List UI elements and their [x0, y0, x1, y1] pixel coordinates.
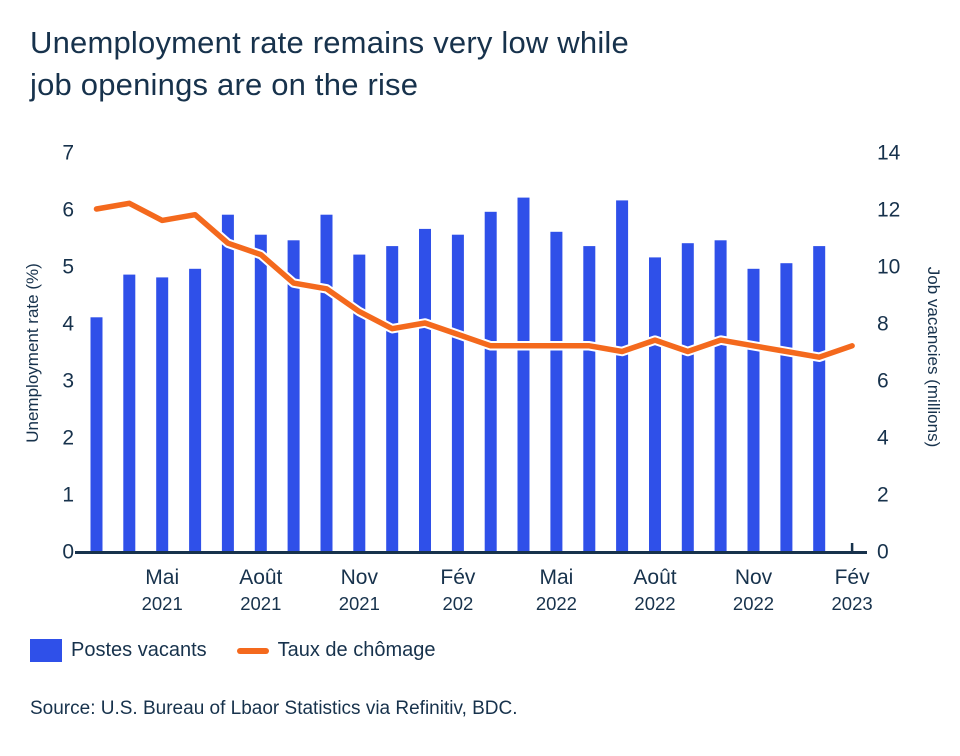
- bar: [189, 268, 202, 551]
- bar: [90, 317, 103, 551]
- right-axis-tick-label: 0: [877, 541, 889, 564]
- bar: [550, 231, 563, 552]
- x-tick-month-label: Mai: [539, 566, 573, 589]
- line-series-swatch-icon: [236, 647, 269, 654]
- bar: [780, 263, 793, 551]
- bar: [681, 243, 694, 551]
- right-axis-ticks: 0 2 4 6 8 10 12 14: [877, 142, 901, 564]
- bar: [484, 211, 497, 552]
- left-axis-tick-label: 4: [62, 313, 74, 336]
- x-axis-ticks: Mai 2021 Août 2021 Nov 2021 Fév 202 Mai 2022 Août 2…: [142, 566, 873, 614]
- combo-chart: 0123456702468101214Mai2021Août2021Nov202…: [23, 142, 943, 615]
- bar-series-swatch-icon: [30, 639, 62, 662]
- right-axis-tick-label: 6: [877, 370, 889, 393]
- x-tick-year-label: 2022: [634, 593, 675, 614]
- legend-item-taux-de-chomage: Taux de chômage: [236, 639, 436, 662]
- x-tick-year-label: 2021: [240, 593, 281, 614]
- x-tick-month-label: Août: [633, 566, 676, 589]
- x-tick-year-label: 2021: [142, 593, 183, 614]
- x-tick-month-label: Mai: [145, 566, 179, 589]
- bar: [616, 200, 629, 551]
- left-axis-ticks: 0 1 2 3 4 5 6 7: [62, 142, 74, 564]
- x-tick-month-label: Fév: [440, 566, 476, 589]
- chart-legend: Postes vacants Taux de chômage: [30, 639, 436, 662]
- bar: [156, 277, 169, 551]
- left-axis-tick-label: 1: [62, 484, 74, 507]
- chart-title: Unemployment rate remains very low while…: [30, 22, 629, 106]
- legend-label-postes-vacants: Postes vacants: [71, 639, 207, 661]
- bar: [813, 246, 826, 551]
- x-tick-year-label: 2022: [733, 593, 774, 614]
- legend-label-taux-de-chomage: Taux de chômage: [277, 639, 436, 661]
- bar: [254, 234, 267, 551]
- left-axis-tick-label: 3: [62, 370, 74, 393]
- line-series: [93, 200, 855, 360]
- bar: [583, 246, 596, 551]
- x-tick-month-label: Août: [239, 566, 282, 589]
- bar: [747, 268, 760, 551]
- right-axis-tick-label: 10: [877, 256, 900, 279]
- bar-series: [90, 197, 826, 552]
- right-axis-tick-label: 2: [877, 484, 889, 507]
- left-axis-tick-label: 2: [62, 427, 74, 450]
- right-axis-tick-label: 14: [877, 142, 901, 165]
- right-axis-tick-label: 12: [877, 199, 900, 222]
- left-axis-title: Unemployment rate (%): [23, 263, 42, 443]
- x-tick-year-label: 202: [442, 593, 473, 614]
- right-axis-tick-label: 4: [877, 427, 889, 450]
- bar: [714, 240, 727, 552]
- x-tick-month-label: Fév: [835, 566, 871, 589]
- bar: [419, 228, 431, 551]
- bar: [123, 274, 136, 551]
- chart-title-line2: job openings are on the rise: [30, 67, 419, 102]
- bar: [451, 234, 464, 551]
- left-axis-tick-label: 7: [62, 142, 74, 165]
- left-axis-tick-label: 6: [62, 199, 74, 222]
- bar: [221, 214, 234, 551]
- right-axis-title: Job vacancies (millions): [924, 267, 943, 447]
- left-axis-tick-label: 0: [62, 541, 74, 564]
- bar: [386, 246, 399, 551]
- bar: [320, 214, 333, 551]
- x-tick-year-label: 2021: [339, 593, 380, 614]
- left-axis-tick-label: 5: [62, 256, 74, 279]
- bar: [287, 240, 300, 552]
- legend-item-postes-vacants: Postes vacants: [30, 639, 207, 662]
- bar: [517, 197, 530, 551]
- bar: [649, 257, 661, 551]
- x-tick-year-label: 2023: [832, 593, 873, 614]
- x-tick-year-label: 2022: [536, 593, 577, 614]
- x-tick-month-label: Nov: [735, 566, 773, 589]
- chart-title-line1: Unemployment rate remains very low while: [30, 25, 629, 60]
- bar: [353, 254, 366, 551]
- source-note: Source: U.S. Bureau of Lbaor Statistics …: [30, 698, 518, 719]
- right-axis-tick-label: 8: [877, 313, 889, 336]
- x-tick-month-label: Nov: [341, 566, 379, 589]
